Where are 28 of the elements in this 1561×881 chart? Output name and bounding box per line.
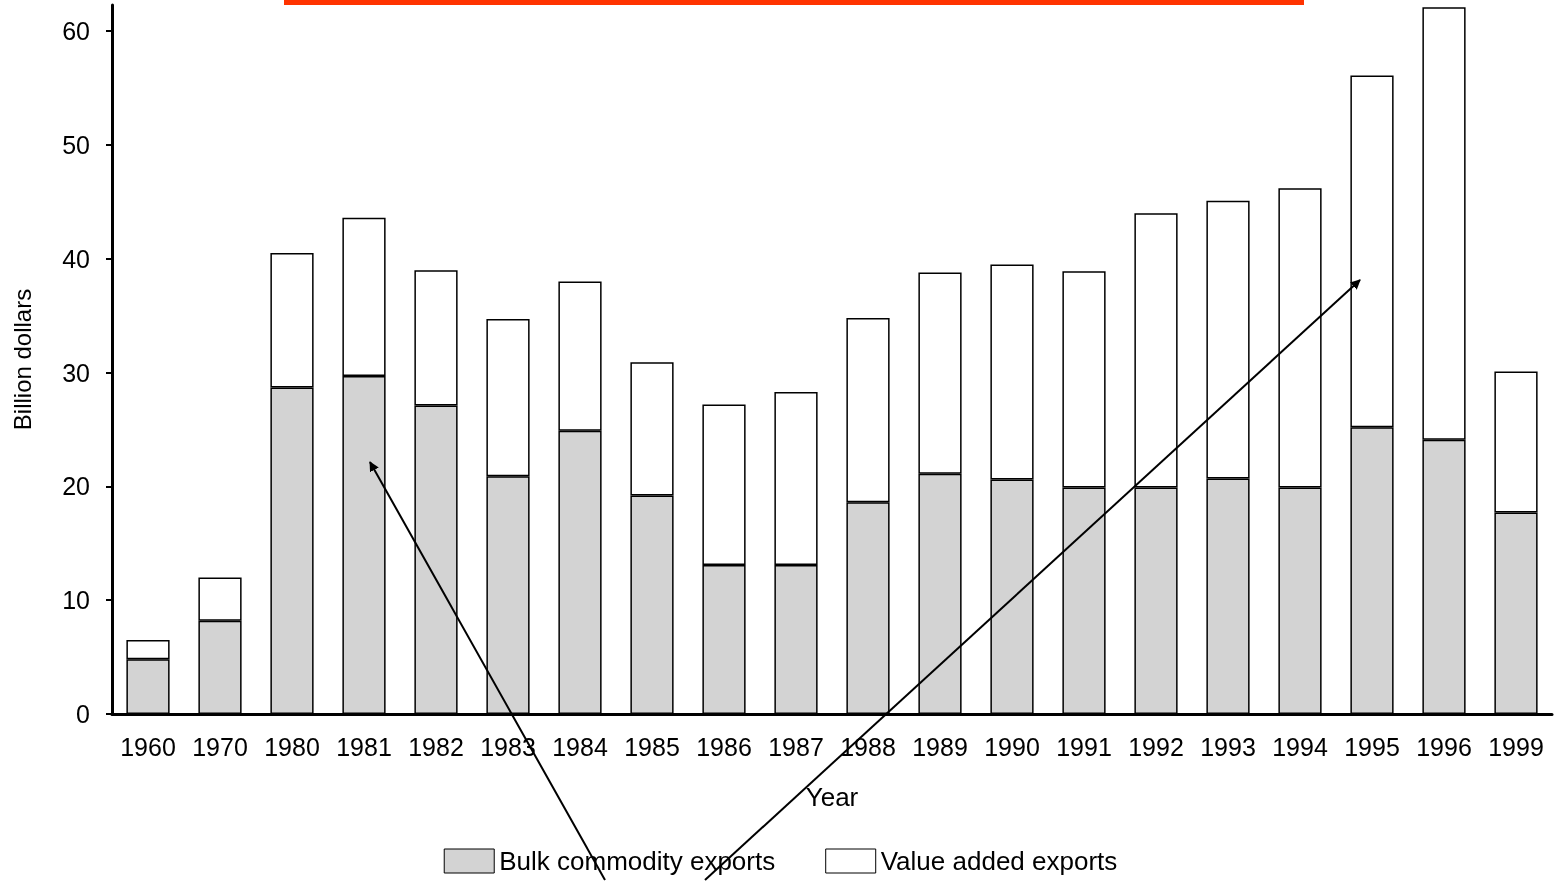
- x-tick-label: 1989: [912, 732, 968, 761]
- x-tick-label: 1994: [1272, 732, 1328, 761]
- y-tick-label: 40: [62, 244, 90, 273]
- x-tick-label: 1970: [192, 732, 248, 761]
- y-tick-label: 50: [62, 130, 90, 159]
- x-tick-label: 1990: [984, 732, 1040, 761]
- x-tick-label: 1993: [1200, 732, 1256, 761]
- x-tick-label: 1984: [552, 732, 608, 761]
- x-tick-label: 1987: [768, 732, 824, 761]
- x-tick-label: 1992: [1128, 732, 1184, 761]
- x-tick-label: 1991: [1056, 732, 1112, 761]
- y-tick-label: 20: [62, 472, 90, 501]
- x-tick-label: 1996: [1416, 732, 1472, 761]
- x-tick-label: 1986: [696, 732, 752, 761]
- x-tick-label: 1982: [408, 732, 464, 761]
- y-tick-label: 60: [62, 17, 90, 46]
- x-tick-label: 1999: [1488, 732, 1544, 761]
- x-tick-label: 1995: [1344, 732, 1400, 761]
- x-tick-label: 1980: [264, 732, 320, 761]
- x-tick-label: 1985: [624, 732, 680, 761]
- x-axis-title: Year: [805, 782, 859, 812]
- y-tick-label: 30: [62, 358, 90, 387]
- y-tick-label: 0: [76, 700, 90, 728]
- y-tick-label: 10: [62, 586, 90, 615]
- y-axis-title: Billion dollars: [8, 288, 36, 431]
- x-tick-label: 1960: [120, 732, 176, 761]
- legend-label: Value added exports: [880, 846, 1118, 876]
- x-tick-label: 1981: [336, 732, 392, 761]
